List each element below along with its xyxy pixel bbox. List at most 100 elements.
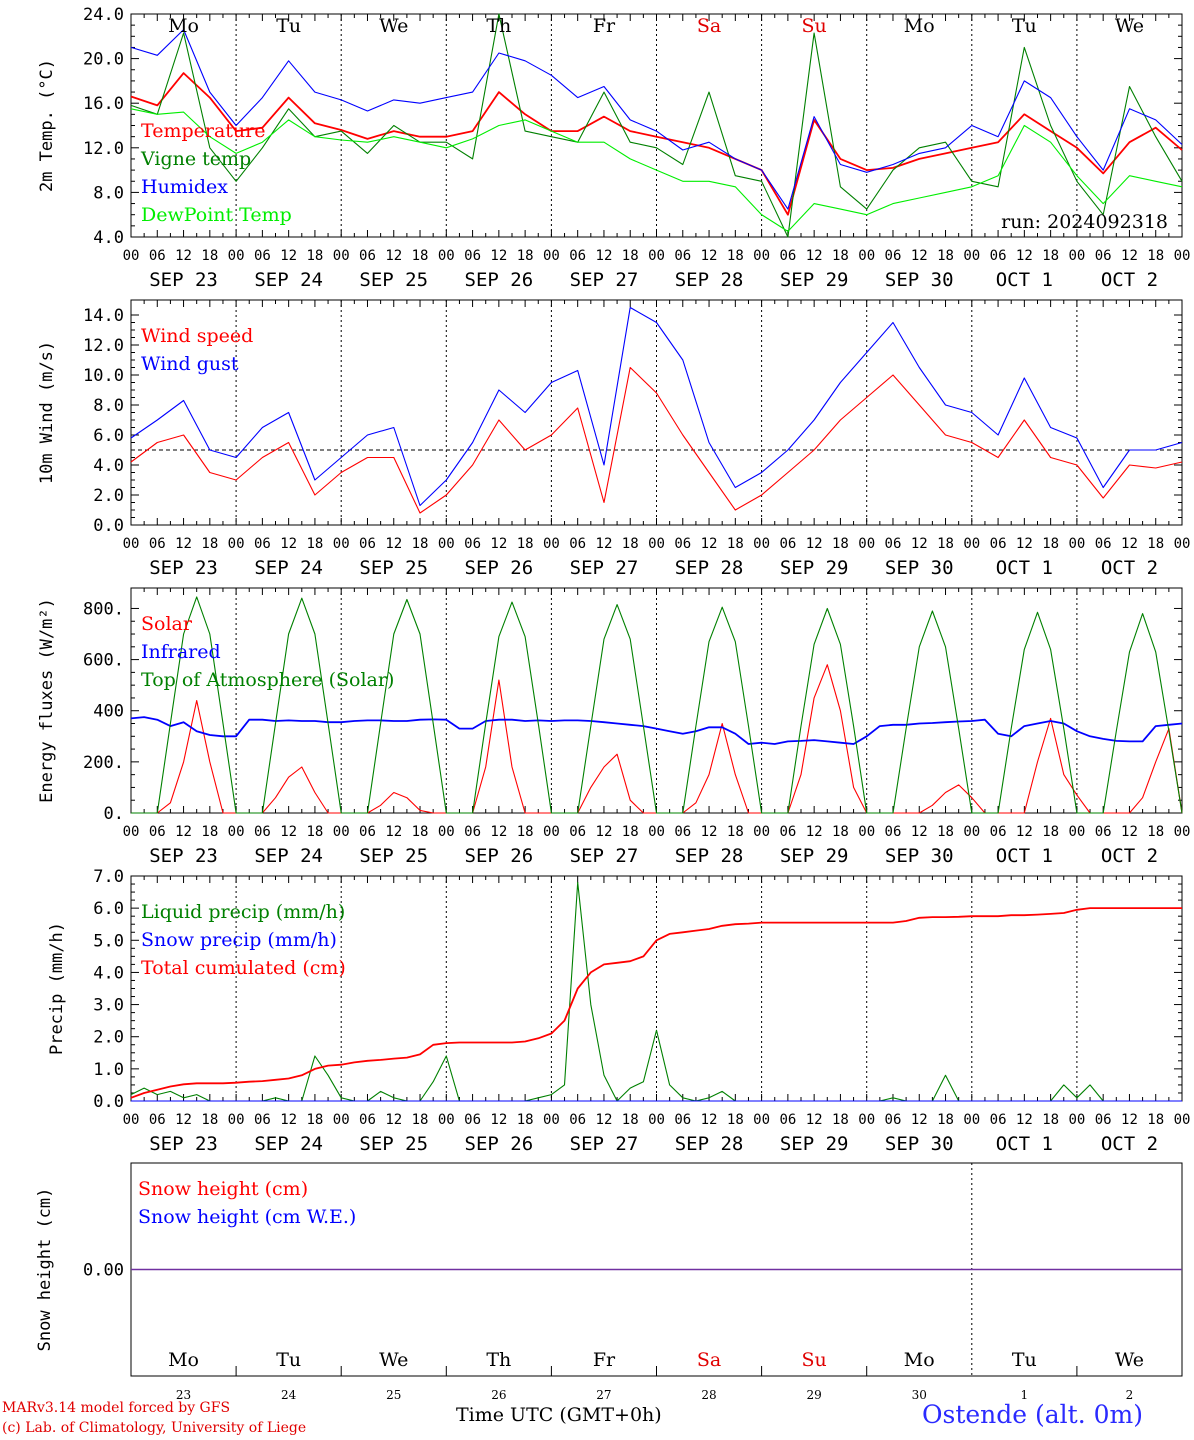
hour-tick-label: 12: [596, 248, 613, 264]
date-label: SEP 28: [675, 1133, 744, 1155]
hour-tick-label: 12: [596, 1112, 613, 1128]
hour-tick-label: 12: [701, 536, 718, 552]
series-line-vigne-temp: [130, 13, 1183, 238]
hour-tick-label: 00: [858, 824, 875, 840]
hour-tick-label: 06: [569, 824, 586, 840]
hour-tick-label: 12: [385, 1112, 402, 1128]
hour-tick-label: 12: [1016, 536, 1033, 552]
hour-tick-label: 00: [228, 1112, 245, 1128]
hour-tick-label: 12: [806, 536, 823, 552]
hour-tick-label: 12: [280, 248, 297, 264]
hour-tick-label: 18: [727, 248, 744, 264]
hour-tick-label: 12: [490, 536, 507, 552]
day-letter: Fr: [593, 1349, 616, 1371]
date-label: OCT 2: [1101, 845, 1158, 867]
y-tick-label: 3.0: [93, 996, 124, 1016]
series-line-wind-gust: [130, 306, 1183, 507]
hour-tick-label: 06: [254, 1112, 271, 1128]
hour-tick-label: 00: [543, 1112, 560, 1128]
hour-tick-label: 06: [464, 1112, 481, 1128]
y-tick-label: 16.0: [83, 94, 124, 114]
hour-tick-label: 12: [490, 248, 507, 264]
day-letter: Tu: [276, 1349, 301, 1371]
hour-tick-label: 00: [1068, 536, 1085, 552]
legend-entry: Liquid precip (mm/h): [141, 901, 345, 923]
hour-tick-label: 18: [1147, 1112, 1164, 1128]
hour-tick-label: 00: [123, 1112, 140, 1128]
day-letter: Mo: [904, 1349, 935, 1371]
hour-tick-label: 06: [674, 248, 691, 264]
hour-tick-label: 00: [648, 536, 665, 552]
day-number: 1: [1021, 1388, 1029, 1402]
hour-tick-label: 00: [753, 1112, 770, 1128]
date-label: SEP 25: [359, 845, 428, 867]
hour-tick-label: 00: [858, 248, 875, 264]
hour-tick-label: 06: [149, 248, 166, 264]
hour-tick-label: 12: [806, 248, 823, 264]
day-letter: We: [1115, 15, 1144, 37]
hour-tick-label: 06: [149, 536, 166, 552]
date-label: SEP 24: [254, 269, 323, 291]
hour-tick-label: 12: [1016, 248, 1033, 264]
y-tick-label: 800.: [83, 599, 124, 619]
hour-tick-label: 00: [963, 1112, 980, 1128]
hour-tick-label: 06: [1095, 536, 1112, 552]
hour-tick-label: 00: [438, 536, 455, 552]
hour-tick-label: 18: [832, 536, 849, 552]
hour-tick-label: 00: [753, 824, 770, 840]
hour-tick-label: 18: [306, 1112, 323, 1128]
y-tick-label: 10.0: [83, 366, 124, 386]
day-number: 27: [596, 1388, 611, 1402]
y-tick-label: 20.0: [83, 50, 124, 70]
hour-tick-label: 18: [201, 248, 218, 264]
series-line-infrared: [130, 716, 1183, 745]
day-number: 26: [491, 1388, 506, 1402]
hour-tick-label: 18: [517, 1112, 534, 1128]
hour-tick-label: 00: [963, 248, 980, 264]
hour-tick-label: 00: [123, 248, 140, 264]
hour-tick-label: 12: [701, 248, 718, 264]
y-tick-label: 2.0: [93, 1028, 124, 1048]
hour-tick-label: 18: [727, 824, 744, 840]
panel-5: [130, 1162, 1183, 1377]
date-label: SEP 24: [254, 557, 323, 579]
hour-tick-label: 18: [622, 1112, 639, 1128]
date-label: SEP 25: [359, 1133, 428, 1155]
hour-tick-label: 06: [885, 248, 902, 264]
hour-tick-label: 06: [359, 248, 376, 264]
date-label: OCT 1: [996, 269, 1053, 291]
date-label: SEP 26: [465, 557, 534, 579]
hour-tick-label: 12: [701, 1112, 718, 1128]
date-label: SEP 30: [885, 845, 954, 867]
hour-tick-label: 06: [254, 536, 271, 552]
y-tick-label: 12.0: [83, 336, 124, 356]
hour-tick-label: 06: [149, 824, 166, 840]
legend-entry: Snow height (cm W.E.): [138, 1206, 356, 1228]
y-tick-label: 0.: [104, 804, 124, 824]
y-tick-label: 7.0: [93, 867, 124, 887]
legend-entry: Humidex: [141, 176, 228, 198]
legend-entry: Wind speed: [141, 325, 253, 347]
hour-tick-label: 12: [1016, 824, 1033, 840]
legend-entry: Solar: [141, 613, 193, 635]
hour-tick-label: 12: [280, 824, 297, 840]
day-number: 29: [807, 1388, 822, 1402]
hour-tick-label: 18: [412, 824, 429, 840]
date-label: SEP 29: [780, 269, 849, 291]
hour-tick-label: 12: [280, 536, 297, 552]
date-label: SEP 27: [570, 269, 639, 291]
y-tick-label: 12.0: [83, 139, 124, 159]
legend-entry: Vigne temp: [140, 148, 251, 170]
y-tick-label: 6.0: [93, 426, 124, 446]
hour-tick-label: 18: [1147, 536, 1164, 552]
date-label: SEP 24: [254, 1133, 323, 1155]
y-tick-label: 1.0: [93, 1060, 124, 1080]
series-line-humidex: [130, 29, 1183, 210]
hour-tick-label: 12: [175, 536, 192, 552]
hour-tick-label: 00: [123, 536, 140, 552]
date-label: OCT 2: [1101, 1133, 1158, 1155]
hour-tick-label: 18: [832, 1112, 849, 1128]
day-letter: We: [379, 1349, 408, 1371]
hour-tick-label: 00: [648, 248, 665, 264]
panel-2: [130, 299, 1183, 526]
